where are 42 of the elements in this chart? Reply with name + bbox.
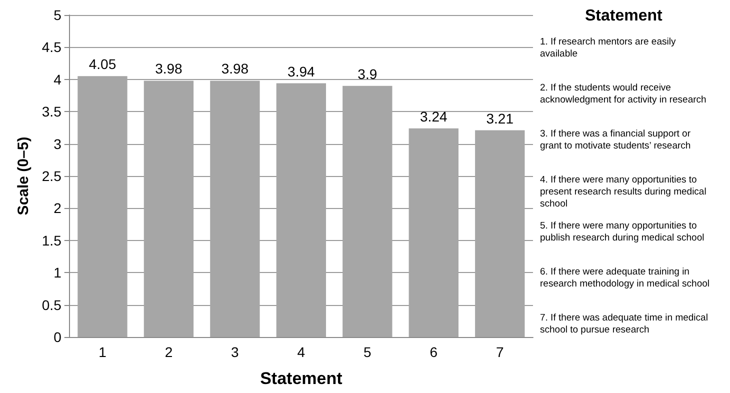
y-tick-label: 3 <box>54 136 62 152</box>
bar <box>276 83 326 337</box>
data-label: 3.21 <box>486 110 514 126</box>
x-tick-label: 4 <box>297 344 306 360</box>
data-label: 4.05 <box>88 56 116 72</box>
x-tick-label: 6 <box>430 344 438 360</box>
y-tick-label: 4.5 <box>42 39 62 56</box>
legend-title: Statement <box>585 8 664 24</box>
y-tick-label: 1 <box>54 264 62 281</box>
y-tick-label: 3.5 <box>42 104 62 120</box>
y-tick-label: 5 <box>54 7 62 23</box>
data-label: 3.94 <box>288 63 316 80</box>
bar <box>342 86 392 337</box>
data-label: 3.98 <box>155 60 183 77</box>
x-tick-label: 7 <box>496 344 504 360</box>
text: 7. If there was adequate time in medical school to pursue research <box>540 312 711 336</box>
y-tick-label: 0 <box>54 329 62 345</box>
y-tick-label: 2.5 <box>42 168 62 184</box>
data-label: 3.9 <box>358 66 378 82</box>
text: 5. If there were many opportunities to publish research during medical school <box>540 220 704 244</box>
bar <box>210 80 260 337</box>
y-tick-label: 1.5 <box>42 232 62 248</box>
text: 2. If the students would receive acknowledgment for activity in research <box>540 82 706 106</box>
data-label: 3.98 <box>221 60 249 77</box>
text: 1. If research mentors are easily available <box>540 36 678 60</box>
x-tick-label: 3 <box>231 344 240 360</box>
bar <box>408 128 458 337</box>
x-tick-label: 2 <box>164 344 173 360</box>
text: 4. If there were many opportunities to present research results during medical school <box>540 174 709 210</box>
text: 6. If there were adequate training in research methodology in medical school <box>540 266 710 290</box>
x-tick-label: 1 <box>98 344 107 360</box>
y-axis-title: Scale (0–5) <box>15 136 32 216</box>
text: 3. If there was a financial support or grant to motivate students’ research <box>540 128 694 152</box>
x-tick-label: 5 <box>364 344 372 360</box>
x-axis-title: Statement <box>260 369 343 388</box>
bar <box>144 80 194 337</box>
y-tick-label: 2 <box>54 200 62 216</box>
data-label: 3.24 <box>420 108 448 124</box>
bar <box>78 76 128 337</box>
bar <box>475 130 525 337</box>
y-tick-label: 0.5 <box>42 296 62 313</box>
y-tick-label: 4 <box>54 71 62 88</box>
